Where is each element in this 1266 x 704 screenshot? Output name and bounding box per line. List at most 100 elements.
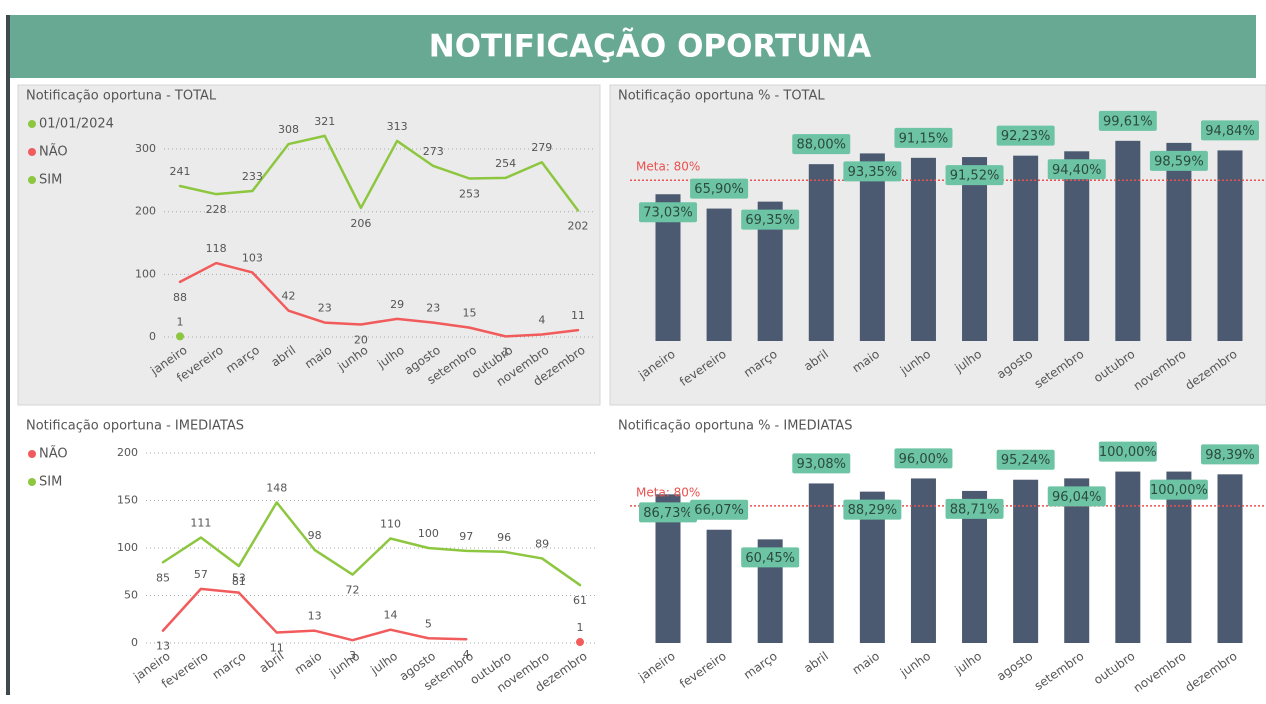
data-label: 273 bbox=[423, 145, 444, 158]
data-label-box bbox=[1201, 120, 1259, 141]
data-label: 86,73% bbox=[643, 506, 693, 521]
data-label: 4 bbox=[463, 648, 470, 661]
data-label: 20 bbox=[354, 333, 368, 346]
y-tick-label: 100 bbox=[135, 267, 156, 280]
data-label-box bbox=[1098, 110, 1157, 131]
data-label: 1 bbox=[577, 621, 584, 634]
bar bbox=[1013, 479, 1039, 643]
data-label-box bbox=[690, 178, 749, 199]
data-label: 148 bbox=[266, 481, 287, 494]
data-label: 96,00% bbox=[899, 452, 949, 467]
legend-marker bbox=[28, 478, 36, 486]
left-border bbox=[6, 15, 10, 695]
legend-label: 01/01/2024 bbox=[39, 117, 114, 132]
data-label: 57 bbox=[194, 568, 208, 581]
data-label: 11 bbox=[270, 642, 284, 655]
bar bbox=[859, 153, 885, 341]
data-label: 241 bbox=[170, 165, 191, 178]
data-label: 66,07% bbox=[694, 503, 744, 518]
data-label: 13 bbox=[308, 610, 322, 623]
data-label: 94,40% bbox=[1052, 163, 1102, 178]
legend-label: SIM bbox=[39, 173, 62, 188]
data-label-box bbox=[639, 502, 697, 523]
y-tick-label: 0 bbox=[131, 636, 138, 649]
chart-title: Notificação oportuna - TOTAL bbox=[26, 89, 217, 104]
chart-title: Notificação oportuna - IMEDIATAS bbox=[26, 419, 244, 434]
data-label: 72 bbox=[346, 584, 360, 597]
bar bbox=[808, 483, 834, 643]
header-title: NOTIFICAÇÃO OPORTUNA bbox=[429, 28, 871, 65]
data-label: 233 bbox=[242, 170, 263, 183]
data-label: 99,61% bbox=[1103, 114, 1153, 129]
data-label: 91,52% bbox=[950, 169, 1000, 184]
data-label: 313 bbox=[387, 120, 408, 133]
data-label: 96 bbox=[497, 531, 511, 544]
data-label: 279 bbox=[531, 141, 552, 154]
data-label-box bbox=[996, 125, 1055, 146]
data-label: 308 bbox=[278, 123, 299, 136]
legend-label: NÃO bbox=[39, 446, 68, 462]
data-label: 1 bbox=[502, 345, 509, 358]
line bbox=[178, 134, 580, 212]
data-label-box bbox=[1201, 444, 1259, 465]
panel bbox=[18, 415, 600, 704]
bar bbox=[808, 164, 834, 341]
header-bar bbox=[10, 15, 1256, 78]
data-label-box bbox=[1047, 486, 1106, 507]
data-label-box bbox=[792, 453, 851, 474]
y-tick-label: 0 bbox=[149, 330, 156, 343]
legend-marker bbox=[28, 148, 36, 156]
data-label-box bbox=[1149, 479, 1208, 500]
data-label-box bbox=[1047, 159, 1106, 180]
data-label: 97 bbox=[459, 530, 473, 543]
data-label: 11 bbox=[571, 309, 585, 322]
data-label-box bbox=[1149, 150, 1208, 171]
data-label: 60,45% bbox=[745, 551, 795, 566]
data-label-box bbox=[741, 547, 800, 568]
data-label-box bbox=[843, 161, 902, 182]
data-label: 206 bbox=[350, 217, 371, 230]
bar bbox=[910, 478, 936, 643]
data-label-box bbox=[945, 498, 1004, 519]
data-label: 94,84% bbox=[1205, 124, 1255, 139]
data-label: 321 bbox=[314, 115, 335, 128]
data-label: 1 bbox=[177, 315, 184, 328]
data-label-box bbox=[639, 202, 697, 223]
bar bbox=[1115, 140, 1141, 341]
bar bbox=[1064, 151, 1090, 341]
data-label: 100,00% bbox=[1099, 445, 1157, 460]
data-label: 254 bbox=[495, 157, 516, 170]
data-label: 23 bbox=[318, 302, 332, 315]
bar bbox=[1013, 155, 1039, 341]
data-label: 3 bbox=[349, 649, 356, 662]
data-label: 88,29% bbox=[848, 503, 898, 518]
data-label-box bbox=[741, 209, 800, 230]
data-label: 100,00% bbox=[1150, 483, 1208, 498]
y-tick-label: 200 bbox=[135, 205, 156, 218]
line bbox=[178, 261, 580, 338]
data-label: 85 bbox=[156, 571, 170, 584]
bar bbox=[1166, 471, 1192, 643]
data-label: 88 bbox=[173, 291, 187, 304]
point bbox=[176, 332, 184, 341]
data-label: 29 bbox=[390, 298, 404, 311]
bar bbox=[1166, 142, 1192, 341]
meta-label: Meta: 80% bbox=[636, 485, 700, 499]
data-label: 5 bbox=[425, 617, 432, 630]
bar bbox=[1217, 474, 1243, 643]
data-label: 91,15% bbox=[899, 131, 949, 146]
data-label: 15 bbox=[462, 307, 476, 320]
data-label: 253 bbox=[459, 188, 480, 201]
bar bbox=[706, 529, 732, 643]
data-label: 65,90% bbox=[694, 182, 744, 197]
data-label: 98,59% bbox=[1154, 154, 1204, 169]
meta-label: Meta: 80% bbox=[636, 160, 700, 174]
data-label: 103 bbox=[242, 251, 263, 264]
data-label: 118 bbox=[206, 242, 227, 255]
chart-title: Notificação oportuna % - TOTAL bbox=[618, 89, 825, 104]
data-label: 228 bbox=[206, 203, 227, 216]
data-label: 13 bbox=[156, 640, 170, 653]
data-label: 42 bbox=[282, 290, 296, 303]
data-label-box bbox=[945, 165, 1004, 186]
